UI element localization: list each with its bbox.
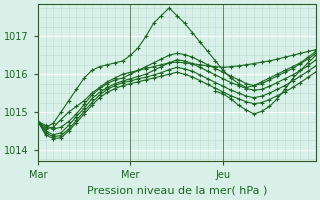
X-axis label: Pression niveau de la mer( hPa ): Pression niveau de la mer( hPa ) bbox=[87, 186, 267, 196]
